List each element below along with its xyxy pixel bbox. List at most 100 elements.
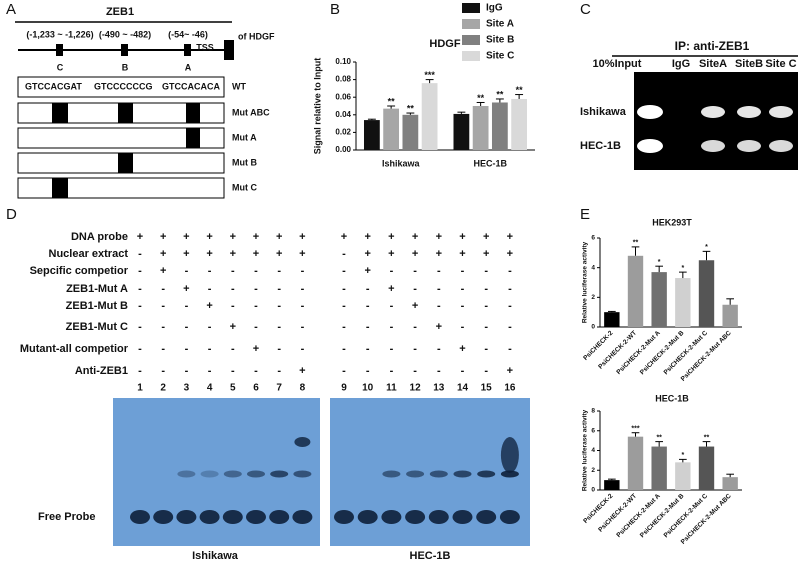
free-probe-band — [199, 510, 220, 524]
sequence: GTCCACGAT — [25, 81, 82, 91]
condition-sign: + — [364, 248, 370, 260]
y-axis-label: Relative luciferase activity — [582, 241, 589, 323]
free-probe-band — [357, 510, 378, 524]
construct-box — [17, 177, 225, 199]
condition-sign: - — [390, 365, 394, 377]
lane-label: Site C — [765, 58, 796, 70]
bar — [383, 108, 400, 150]
condition-sign: - — [138, 321, 142, 333]
y-axis-label: Signal relative to Input — [312, 58, 322, 155]
y-tick-label: 0 — [591, 487, 595, 494]
condition-sign: + — [436, 321, 442, 333]
condition-sign: - — [161, 300, 165, 312]
bar — [627, 255, 644, 327]
lane-label: 10%Input — [593, 58, 642, 70]
free-probe-band — [476, 510, 497, 524]
bar — [604, 312, 620, 327]
mutation-box — [118, 153, 133, 173]
lane-number: 8 — [300, 383, 306, 394]
condition-sign: - — [508, 300, 512, 312]
cell-line: Ishikawa — [580, 106, 627, 118]
significance: ** — [388, 96, 396, 106]
y-tick-label: 0.02 — [335, 128, 351, 137]
condition-sign: - — [390, 343, 394, 355]
construct-box — [17, 76, 225, 98]
condition-sign: - — [161, 343, 165, 355]
bar — [491, 102, 508, 150]
y-tick-label: 2 — [591, 294, 595, 301]
condition-sign: + — [299, 248, 305, 260]
legend-label: Site C — [486, 51, 514, 62]
condition-sign: - — [413, 265, 417, 277]
condition-sign: - — [437, 283, 441, 295]
shift-band — [477, 470, 496, 478]
condition-sign: - — [161, 365, 165, 377]
band — [769, 106, 793, 118]
band — [737, 106, 761, 118]
condition-sign: - — [484, 321, 488, 333]
condition-sign: - — [484, 300, 488, 312]
bar — [675, 462, 691, 490]
legend-label: Site B — [486, 35, 514, 46]
y-tick-label: 0.04 — [335, 110, 351, 119]
free-probe-label: Free Probe — [38, 511, 95, 523]
condition-sign: - — [390, 321, 394, 333]
condition-label: ZEB1-Mut C — [66, 321, 128, 333]
condition-sign: + — [388, 231, 394, 243]
y-axis-label: Relative luciferase activity — [582, 409, 589, 491]
condition-sign: - — [461, 365, 465, 377]
bar — [453, 113, 470, 150]
y-tick-label: 0 — [591, 324, 595, 331]
mutation-box — [186, 103, 200, 123]
y-tick-label: 0.08 — [335, 75, 351, 84]
panel-a: ZEB1 (-1,233 ~ -1,226) (-490 ~ -482) (-5… — [15, 6, 275, 199]
condition-sign: - — [413, 283, 417, 295]
condition-sign: + — [183, 283, 189, 295]
condition-sign: - — [185, 265, 189, 277]
bar — [421, 83, 438, 150]
condition-sign: + — [388, 283, 394, 295]
bar — [604, 480, 620, 490]
panel-c: IP: anti-ZEB1 10%Input IgG SiteA SiteB S… — [580, 39, 798, 170]
legend-swatch — [462, 35, 480, 45]
condition-sign: - — [277, 265, 281, 277]
condition-sign: - — [342, 343, 346, 355]
y-tick-label: 6 — [591, 235, 595, 242]
chart-title: HDGF — [429, 38, 460, 50]
condition-sign: - — [461, 300, 465, 312]
bar — [651, 272, 667, 327]
condition-sign: - — [461, 265, 465, 277]
condition-sign: - — [138, 265, 142, 277]
condition-sign: - — [484, 343, 488, 355]
x-tick-label: PsiCHECK-2-Mut ABC — [680, 329, 733, 382]
condition-sign: - — [208, 321, 212, 333]
legend-swatch — [462, 51, 480, 61]
significance: ** — [477, 93, 485, 103]
condition-sign: + — [459, 248, 465, 260]
site-letter: C — [57, 62, 64, 72]
band — [637, 139, 663, 153]
x-tick-label: PsiCHECK-2-Mut A — [615, 492, 662, 539]
condition-sign: - — [342, 248, 346, 260]
significance: *** — [424, 70, 435, 80]
condition-sign: + — [276, 231, 282, 243]
condition-sign: - — [138, 300, 142, 312]
condition-sign: - — [484, 365, 488, 377]
free-probe-band — [428, 510, 449, 524]
condition-sign: - — [254, 265, 258, 277]
condition-sign: + — [230, 321, 236, 333]
condition-sign: - — [277, 343, 281, 355]
free-probe-band — [334, 510, 354, 524]
site-marker — [184, 44, 191, 56]
bar — [651, 446, 667, 490]
condition-sign: - — [390, 300, 394, 312]
condition-sign: + — [412, 231, 418, 243]
condition-sign: - — [366, 365, 370, 377]
site-marker — [56, 44, 63, 56]
condition-sign: - — [231, 283, 235, 295]
condition-sign: - — [366, 321, 370, 333]
condition-sign: + — [160, 248, 166, 260]
lane-number: 13 — [433, 383, 445, 394]
condition-sign: - — [185, 365, 189, 377]
condition-sign: - — [138, 248, 142, 260]
